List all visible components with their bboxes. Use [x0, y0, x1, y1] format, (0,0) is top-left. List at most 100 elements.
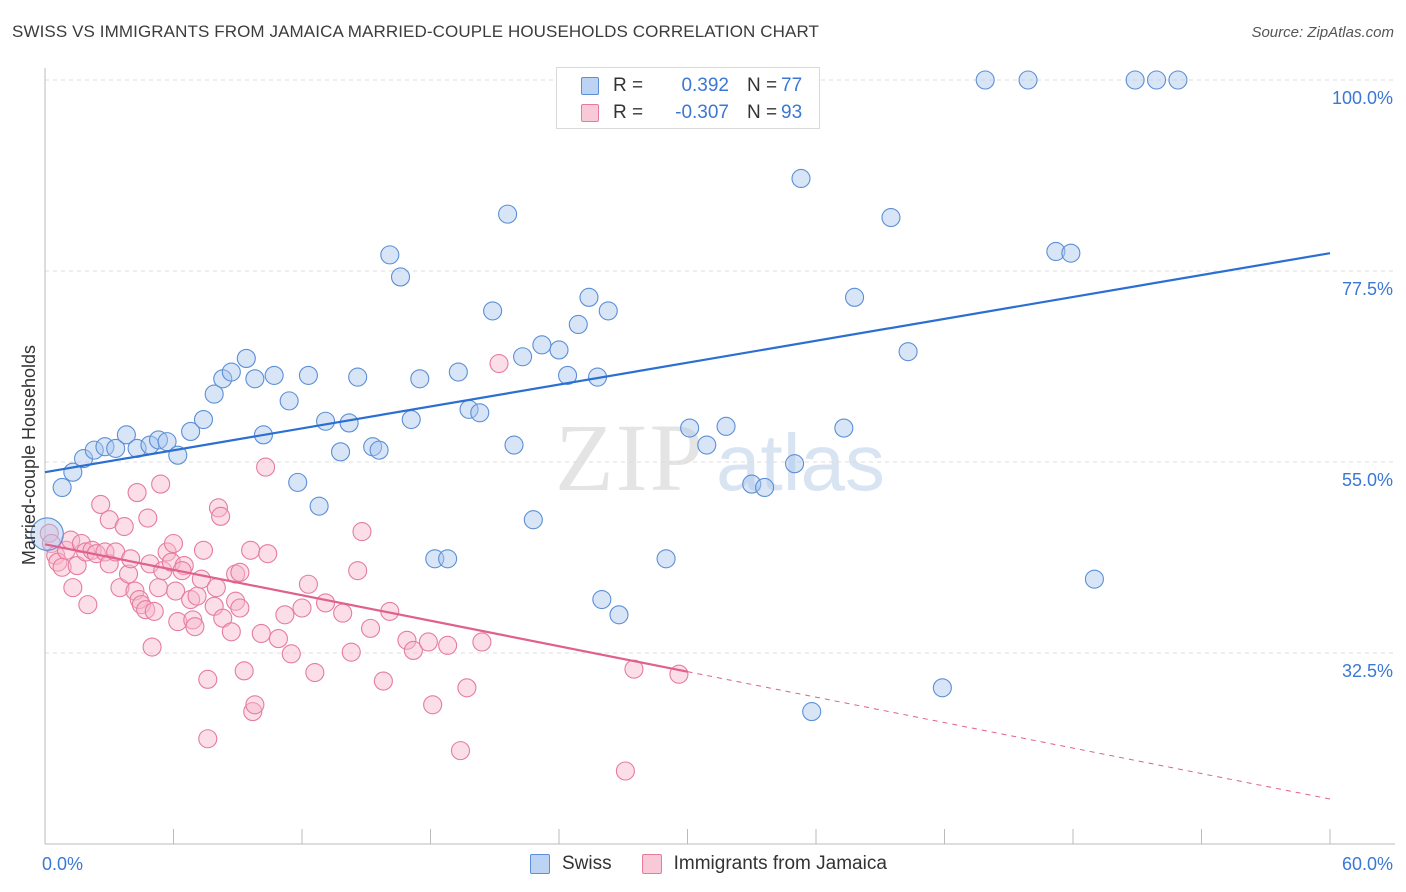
swiss-point	[204, 384, 224, 404]
jamaica-point	[148, 578, 169, 598]
swiss-point	[264, 365, 284, 385]
legend-swatch-swiss	[581, 77, 599, 95]
jamaica-point	[230, 598, 250, 618]
jamaica-point	[403, 640, 423, 661]
swiss-point	[697, 435, 717, 455]
swiss-point	[288, 472, 308, 492]
swiss-point	[52, 477, 72, 498]
swiss-point	[309, 496, 329, 516]
correlation-legend: R = 0.392 N = 77 R = -0.307 N = 93	[556, 67, 820, 129]
legend-r-value-jamaica: -0.307	[675, 102, 729, 123]
jamaica-trend-extension	[687, 671, 1331, 800]
legend-item-jamaica[interactable]: Immigrants from Jamaica	[641, 853, 887, 875]
jamaica-point	[305, 662, 325, 683]
jamaica-point	[198, 729, 218, 749]
swiss-point	[1125, 70, 1145, 90]
swiss-point	[1168, 70, 1188, 90]
chart-title: SWISS VS IMMIGRANTS FROM JAMAICA MARRIED…	[12, 22, 820, 41]
jamaica-point	[127, 483, 147, 503]
jamaica-point	[316, 593, 336, 613]
jamaica-point	[99, 554, 119, 574]
swiss-point	[785, 454, 805, 474]
swiss-point	[558, 365, 578, 385]
swiss-point	[549, 340, 569, 360]
jamaica-point	[166, 581, 186, 601]
legend-n-value-swiss: 77	[781, 75, 803, 96]
swiss-point	[609, 605, 629, 625]
watermark-zip: ZIP	[555, 404, 705, 511]
swiss-trend-line	[44, 252, 1331, 474]
swiss-point	[410, 369, 430, 389]
jamaica-point	[91, 494, 111, 514]
x-tick-label-max: 60.0%	[1342, 854, 1393, 874]
legend-label-jamaica: Immigrants from Jamaica	[673, 853, 887, 874]
legend-r-label: R =	[613, 102, 644, 123]
jamaica-point	[341, 642, 361, 662]
swiss-point	[380, 245, 400, 265]
jamaica-point	[251, 623, 271, 644]
jamaica-point	[185, 617, 205, 637]
swiss-point	[932, 678, 952, 698]
jamaica-point	[138, 508, 158, 528]
jamaica-point	[615, 761, 635, 781]
swiss-point	[181, 421, 201, 441]
swiss-point	[523, 510, 543, 530]
swiss-point	[401, 410, 421, 430]
jamaica-point	[275, 605, 295, 625]
jamaica-point	[268, 629, 288, 649]
axes	[44, 68, 1395, 845]
swiss-point	[680, 418, 700, 438]
swiss-point	[881, 207, 901, 228]
legend-swatch-jamaica	[641, 854, 662, 874]
swiss-point	[470, 403, 490, 423]
jamaica-point	[110, 578, 130, 598]
jamaica-point	[142, 637, 162, 657]
jamaica-point	[256, 457, 276, 477]
y-tick-label: 100.0%	[1332, 88, 1393, 108]
jamaica-point	[489, 353, 509, 374]
swiss-point	[30, 517, 64, 551]
y-tick-label: 32.5%	[1342, 661, 1393, 681]
x-tick-label-min: 0.0%	[42, 854, 83, 874]
legend-n-label: N =	[747, 75, 778, 96]
jamaica-point	[63, 578, 83, 598]
jamaica-point	[211, 506, 231, 526]
swiss-point	[245, 369, 265, 389]
jamaica-trend-line	[44, 543, 688, 673]
swiss-point	[592, 589, 612, 610]
swiss-point	[330, 442, 351, 462]
swiss-point	[755, 477, 775, 498]
jamaica-point	[193, 540, 214, 560]
swiss-point	[369, 440, 389, 460]
swiss-point	[193, 410, 214, 430]
jamaica-point	[241, 540, 261, 560]
jamaica-point	[78, 595, 98, 615]
jamaica-point	[206, 578, 226, 598]
jamaica-point	[373, 671, 393, 691]
jamaica-point	[423, 695, 443, 715]
jamaica-point	[472, 632, 492, 652]
jamaica-point	[258, 544, 278, 564]
swiss-point	[221, 362, 241, 382]
swiss-point	[1061, 243, 1081, 263]
swiss-point	[898, 342, 918, 362]
swiss-point	[742, 474, 762, 494]
legend-item-swiss[interactable]: Swiss	[530, 853, 612, 875]
tick-labels: 32.5% 55.0% 77.5% 100.0% 0.0% 60.0%	[42, 88, 1393, 874]
jamaica-point	[243, 702, 263, 722]
swiss-point	[438, 549, 458, 569]
y-tick-label: 77.5%	[1342, 279, 1393, 299]
swiss-point	[568, 314, 588, 335]
jamaica-point	[298, 574, 318, 594]
swiss-point	[802, 702, 822, 722]
jamaica-point	[121, 549, 141, 569]
chart-source: Source: ZipAtlas.com	[1251, 24, 1394, 41]
y-tick-label: 55.0%	[1342, 470, 1393, 490]
swiss-points	[30, 70, 1188, 722]
jamaica-point	[168, 612, 188, 632]
swiss-point	[84, 440, 104, 460]
jamaica-point	[281, 644, 301, 664]
jamaica-point	[333, 603, 353, 623]
swiss-point	[498, 204, 518, 224]
series-legend: Swiss Immigrants from Jamaica	[530, 853, 917, 875]
